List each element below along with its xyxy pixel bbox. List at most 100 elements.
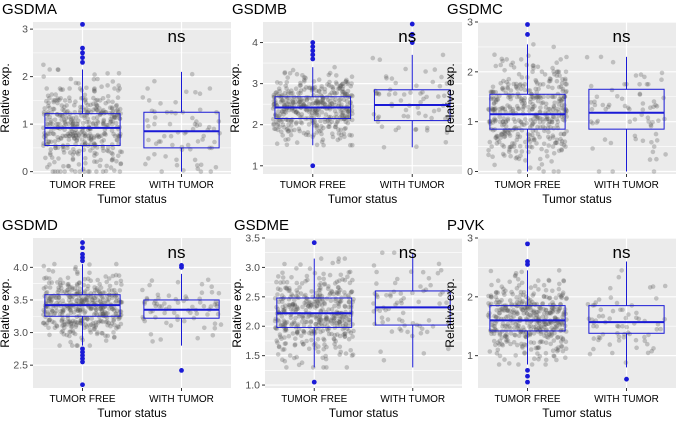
jitter-point [591,336,597,341]
jitter-point [558,84,564,90]
jitter-point [67,294,72,300]
jitter-point [507,147,512,152]
jitter-point [656,118,661,123]
jitter-point [149,278,155,283]
jitter-point [314,122,320,128]
jitter-point [114,102,119,108]
jitter-point [546,119,552,124]
jitter-point [537,305,543,310]
jitter-point [508,341,513,347]
jitter-point [589,106,595,112]
jitter-point [533,345,539,351]
jitter-point [521,325,526,330]
jitter-point [550,305,555,311]
jitter-point [518,98,524,104]
jitter-point [77,86,83,91]
jitter-point [65,313,71,319]
jitter-point [77,169,83,174]
jitter-point [61,147,66,153]
jitter-point [339,132,344,138]
jitter-point [175,279,181,285]
jitter-point [490,120,496,125]
jitter-point [342,134,347,140]
jitter-point [531,324,537,330]
jitter-point [349,289,355,295]
jitter-point [491,101,497,107]
jitter-point [152,152,157,157]
jitter-point [531,135,536,141]
jitter-point [283,137,288,143]
jitter-point [48,122,53,127]
jitter-point [60,309,65,315]
jitter-point [114,280,119,286]
jitter-point [198,169,204,174]
jitter-point [50,308,55,314]
jitter-point [309,101,315,107]
jitter-point [548,333,554,339]
jitter-point [98,285,104,291]
y-axis-title: Relative exp. [0,63,12,132]
jitter-point [596,337,601,343]
jitter-point [99,84,104,89]
jitter-point [543,362,548,367]
jitter-point [346,109,351,114]
jitter-point [92,288,98,293]
jitter-point [294,354,300,360]
jitter-point [290,302,295,307]
jitter-point [499,297,504,303]
jitter-point [590,146,595,151]
jitter-point [493,320,498,326]
jitter-point [545,94,551,100]
jitter-point [526,53,531,58]
jitter-point [170,142,175,148]
jitter-point [536,278,541,283]
jitter-point [43,132,48,138]
jitter-point [503,333,508,339]
outlier-point [80,50,85,56]
jitter-point [336,285,341,291]
jitter-point [313,316,319,321]
jitter-point [499,131,505,137]
jitter-point [527,332,533,338]
jitter-point [118,149,123,154]
jitter-point [276,318,282,324]
jitter-point [340,277,345,282]
jitter-point [502,308,507,313]
jitter-point [336,291,341,297]
jitter-point [53,145,58,151]
jitter-point [320,328,326,334]
jitter-point [627,106,632,112]
jitter-point [82,325,87,331]
jitter-point [317,317,323,323]
jitter-point [334,81,340,87]
jitter-point [507,94,513,100]
jitter-point [398,328,404,333]
jitter-point [537,82,543,87]
jitter-point [318,92,324,98]
jitter-point [101,300,107,306]
jitter-point [607,316,612,321]
x-tick-label: WITH TUMOR [149,180,214,191]
jitter-point [331,318,337,323]
jitter-point [503,128,508,134]
jitter-point [142,301,147,306]
jitter-point [493,63,499,69]
jitter-point [445,320,451,326]
jitter-point [536,325,542,331]
jitter-point [490,84,496,90]
jitter-point [528,313,533,318]
jitter-point [302,330,307,335]
jitter-point [41,286,47,291]
jitter-point [337,320,342,325]
jitter-point [284,319,290,325]
jitter-point [293,307,299,313]
jitter-point [276,274,281,279]
jitter-point [498,81,504,86]
jitter-point [319,86,324,91]
jitter-point [43,284,49,290]
jitter-point [444,300,449,306]
jitter-point [526,108,532,114]
jitter-point [51,99,56,105]
jitter-point [88,136,94,141]
jitter-point [342,304,348,310]
